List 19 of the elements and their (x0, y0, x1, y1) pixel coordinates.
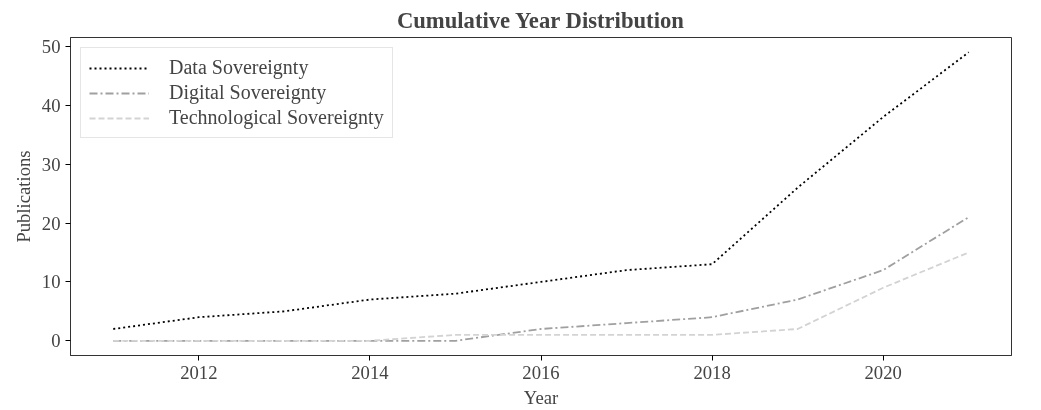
legend-label: Data Sovereignty (169, 56, 309, 79)
legend-label: Digital Sovereignty (169, 81, 327, 104)
x-tick-label: 2020 (864, 361, 902, 383)
y-tick-label: 30 (41, 153, 61, 175)
legend-label: Technological Sovereignty (169, 106, 384, 129)
chart-title: Cumulative Year Distribution (396, 7, 685, 33)
line-series (112, 251, 970, 342)
y-tick-label: 40 (41, 94, 61, 116)
y-tick-label: 10 (41, 271, 61, 293)
y-tick-label: 20 (41, 212, 61, 234)
line-series (112, 51, 970, 330)
y-tick-label: 0 (51, 330, 61, 352)
x-tick-label: 2016 (522, 361, 560, 383)
x-axis-title: Year (523, 386, 559, 408)
x-tick-label: 2012 (180, 361, 218, 383)
x-tick-label: 2014 (351, 361, 390, 383)
y-tick-label: 50 (41, 35, 61, 57)
x-tick-label: 2018 (693, 361, 731, 383)
y-axis-title: Publications (12, 150, 34, 243)
